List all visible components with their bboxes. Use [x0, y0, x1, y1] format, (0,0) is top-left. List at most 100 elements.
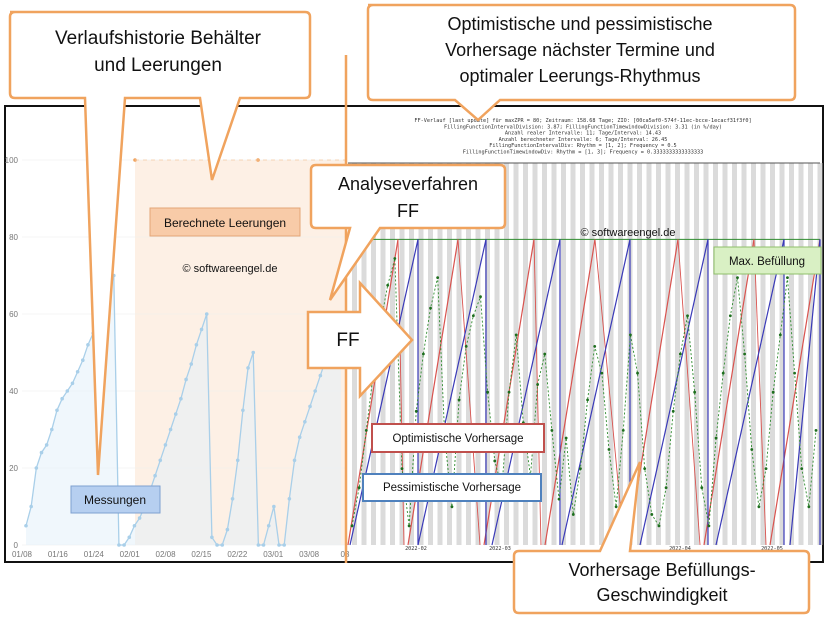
fill-speed-point: [507, 390, 511, 394]
optimistic-rise: [347, 239, 399, 546]
background-stripe: [475, 163, 481, 545]
background-stripe: [589, 163, 595, 545]
measurement-point: [303, 420, 307, 424]
background-stripe: [551, 163, 557, 545]
pessimistic-rise: [789, 239, 821, 546]
y-tick-label: 100: [5, 156, 19, 165]
background-stripe: [513, 163, 519, 545]
fill-speed-point: [743, 352, 747, 356]
x-tick-label: 02/15: [191, 550, 212, 559]
background-stripe: [656, 163, 661, 545]
measurement-point: [81, 358, 85, 363]
optimistic-box: [371, 423, 545, 453]
fill-speed-point: [621, 429, 625, 432]
measurement-point: [65, 389, 70, 393]
measurement-point: [256, 543, 261, 547]
y-tick-label: 0: [14, 541, 19, 550]
measurement-point: [189, 362, 194, 366]
x-tick-label: 2022-04: [669, 546, 691, 552]
analysis-callout-shape: [309, 163, 507, 301]
fill-speed-point: [671, 409, 675, 413]
background-stripe: [466, 163, 471, 545]
optimistic-rise: [544, 239, 596, 546]
optimistic-rise: [703, 239, 755, 546]
x-tick-label: 03/08: [299, 550, 320, 559]
measurement-point: [137, 516, 142, 520]
measurement-point: [127, 535, 132, 540]
measurement-point: [173, 412, 178, 416]
optimistic-drop: [594, 239, 625, 546]
forecast-callout-text: Optimistische und pessimistische Vorhersa…: [445, 14, 715, 86]
ff-arrow-shape: [306, 279, 414, 400]
forecast-subtitle-line: Anzahl berechneter Intervalle: 6; Tage/I…: [499, 137, 668, 143]
fill-speed-point: [600, 371, 604, 375]
fill-speed-point: [614, 505, 618, 509]
fill-speed-line: [351, 258, 817, 528]
measurement-point: [215, 543, 219, 547]
background-stripe: [703, 163, 709, 545]
y-tick-label: 60: [9, 310, 18, 319]
history-callout-text: Verlaufshistorie Behälter und Leerungen: [55, 28, 262, 76]
measurement-point: [50, 427, 54, 432]
measurement-point: [204, 312, 209, 316]
history-callout-shape: [8, 10, 312, 476]
y-tick-label: 40: [9, 387, 18, 396]
background-stripe: [751, 163, 756, 545]
background-stripe: [409, 163, 414, 545]
fill-speed-point: [750, 448, 754, 451]
fill-speed-point: [629, 333, 632, 337]
measurements-box: [70, 485, 161, 514]
measurement-point: [210, 535, 214, 540]
measurement-point: [194, 343, 199, 347]
ff-arrow-label: FF: [336, 330, 359, 351]
background-stripe: [665, 163, 671, 545]
measurement-point: [122, 543, 126, 547]
fill-speed-point: [678, 352, 682, 356]
forecast-subtitle-line: Anzahl realer Intervalle: 11; Tage/Inter…: [505, 131, 661, 137]
background-stripe: [494, 163, 500, 545]
fill-speed-point: [814, 429, 818, 432]
background-stripe: [485, 163, 490, 545]
fill-speed-point: [557, 497, 561, 501]
background-stripe: [504, 163, 509, 545]
forecast-callout-shape: [366, 3, 797, 122]
background-stripe: [608, 163, 614, 545]
measurement-point: [44, 443, 49, 447]
pessimistic-rise: [639, 239, 709, 546]
x-tick-label: 2022-05: [761, 546, 783, 552]
fill-speed-callout-shape: [512, 461, 811, 615]
background-stripe: [570, 163, 576, 545]
fill-speed-point: [571, 513, 575, 516]
background-stripe: [760, 163, 766, 545]
measurement-point: [251, 350, 256, 355]
background-stripe: [770, 163, 775, 545]
fill-speed-point: [536, 383, 539, 386]
measurement-point: [179, 396, 183, 401]
measurement-point: [86, 343, 90, 347]
fill-speed-point: [550, 429, 554, 432]
fill-speed-point: [493, 459, 497, 463]
background-stripe: [428, 163, 433, 545]
fill-speed-point: [400, 467, 404, 470]
fill-speed-point: [650, 513, 654, 516]
fill-speed-point: [436, 276, 440, 279]
measurement-point: [246, 366, 250, 370]
measurement-point: [266, 523, 271, 528]
watermark-right: © softwareengel.de: [581, 227, 676, 239]
fill-speed-point: [786, 276, 789, 279]
measurement-point: [199, 327, 204, 332]
fill-speed-point: [800, 467, 804, 470]
measurement-point: [297, 435, 302, 440]
optimistic-label: Optimistische Vorhersage: [392, 433, 523, 445]
fill-speed-point: [421, 352, 425, 356]
measurement-point: [75, 369, 80, 374]
background-stripe: [399, 163, 405, 545]
measurement-point: [261, 543, 266, 547]
measurement-point: [308, 404, 312, 409]
measurement-point: [318, 373, 323, 378]
annotation-layer: Verlaufshistorie Behälter und Leerungen Op…: [8, 3, 811, 615]
fill-speed-point: [686, 314, 689, 318]
measurement-point: [153, 473, 157, 478]
fill-speed-point: [693, 390, 697, 394]
background-stripe: [789, 163, 794, 545]
